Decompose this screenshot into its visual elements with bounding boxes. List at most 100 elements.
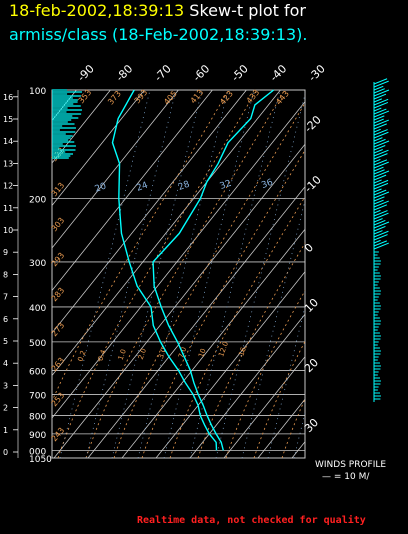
header-title: Skew-t plot for: [189, 1, 306, 20]
dry-adiabat: [52, 90, 229, 403]
isotherm: [52, 90, 179, 249]
isotherm: [155, 271, 305, 458]
pressure-label: 500: [29, 339, 46, 349]
height-tick-label: 11: [3, 204, 13, 213]
dry-adiabat: [310, 70, 408, 458]
isotherm: [87, 186, 305, 458]
height-tick-label: 6: [3, 315, 8, 324]
dry-adiabat: [366, 70, 408, 458]
height-tick-label: 2: [3, 404, 8, 413]
wind-barb: [373, 149, 389, 157]
mixing-ratio-line: [111, 90, 203, 458]
top-temperature-label: -70: [152, 62, 174, 84]
wind-barb: [373, 188, 382, 193]
isotherm: [121, 228, 305, 458]
lower-mixing-label: 2.0: [137, 347, 148, 360]
height-tick-label: 13: [3, 159, 13, 168]
wind-barb: [373, 166, 384, 172]
wind-barb: [373, 93, 387, 100]
dry-adiabat: [281, 398, 305, 458]
dry-adiabat-label: 423: [218, 89, 235, 106]
pressure-label: 700: [29, 392, 46, 402]
wind-barb: [373, 169, 385, 175]
wind-barb: [373, 179, 382, 184]
height-tick-label: 3: [3, 381, 8, 390]
wind-barb: [373, 101, 389, 109]
plot-header-line1: 18-feb-2002,18:39:13 Skew-t plot for: [9, 1, 306, 20]
wind-barb: [373, 98, 389, 106]
height-tick-label: 1: [3, 426, 8, 435]
isotherm: [52, 90, 281, 377]
height-tick-label: 9: [3, 248, 8, 257]
isotherm: [52, 90, 145, 207]
wind-barb: [373, 107, 382, 112]
wind-barb: [373, 159, 388, 166]
plot-frame: [51, 89, 306, 459]
wind-barb: [373, 145, 386, 151]
dry-adiabat: [338, 70, 408, 458]
wind-barb: [373, 200, 389, 208]
wind-barb: [373, 239, 381, 244]
right-temperature-label: 0: [302, 241, 316, 255]
wind-barb: [373, 170, 390, 178]
isotherm: [52, 90, 111, 164]
height-tick-label: 15: [3, 115, 13, 124]
wind-barb: [373, 218, 383, 223]
dry-adiabat: [113, 102, 305, 458]
pressure-label: 000: [29, 447, 46, 457]
pressure-label: 600: [29, 367, 46, 377]
series-temperature: [152, 89, 275, 451]
dry-adiabat: [57, 90, 257, 458]
mixing-ratio-label: 36: [260, 178, 274, 191]
mixing-ratio-line: [163, 90, 255, 458]
winds-profile-title: WINDS PROFILE: [315, 460, 387, 470]
series-dewpoint: [111, 89, 218, 451]
lower-mixing-label: 0.4: [96, 348, 108, 362]
wind-barb: [373, 115, 385, 121]
mixing-ratio-label: 20: [94, 181, 108, 194]
wind-barb: [373, 158, 381, 163]
isotherm: [257, 398, 305, 458]
wind-barb: [373, 108, 387, 115]
mixing-ratio-line: [85, 90, 177, 458]
pressure-label: 400: [29, 304, 46, 314]
pressure-label: 300: [29, 259, 46, 269]
isotherm: [189, 313, 305, 458]
height-tick-label: 0: [3, 448, 8, 457]
wind-barb: [373, 89, 390, 97]
wind-barb: [373, 204, 388, 211]
wind-barb: [373, 98, 383, 103]
top-temperature-label: -30: [306, 62, 328, 84]
dry-adiabat: [394, 70, 408, 458]
mixing-ratio-label: 24: [135, 180, 149, 193]
mixing-ratio-label: 32: [219, 179, 233, 192]
isotherm: [52, 90, 247, 334]
chart-series: [52, 89, 275, 451]
wind-barb: [373, 199, 384, 205]
isotherm: [52, 101, 305, 419]
mixing-ratio-line: [293, 411, 305, 458]
wind-barb: [373, 149, 383, 154]
wind-barb: [373, 179, 389, 187]
pressure-label: 100: [29, 87, 46, 97]
top-temperature-label: -50: [229, 62, 251, 84]
wind-barb: [373, 118, 384, 124]
density-trace: [52, 89, 82, 159]
mixing-ratio-line: [137, 90, 229, 458]
wind-barb: [373, 128, 381, 133]
wind-barb: [373, 161, 389, 169]
isotherm: [360, 90, 408, 458]
pressure-label: 800: [29, 412, 46, 422]
wind-barb: [373, 110, 390, 118]
height-tick-label: 16: [3, 93, 13, 102]
winds-profile: [373, 78, 390, 402]
wind-barb: [373, 189, 387, 196]
pressure-label: 200: [29, 195, 46, 205]
wind-barb: [373, 210, 388, 217]
wind-barb: [373, 80, 389, 88]
quality-warning: Realtime data, not checked for quality: [137, 515, 366, 526]
wind-barb: [373, 212, 389, 220]
mixing-ratio-line: [267, 305, 305, 458]
mixing-ratio-line: [189, 90, 281, 458]
header-date: 18-feb-2002,18:39:13: [9, 1, 185, 20]
